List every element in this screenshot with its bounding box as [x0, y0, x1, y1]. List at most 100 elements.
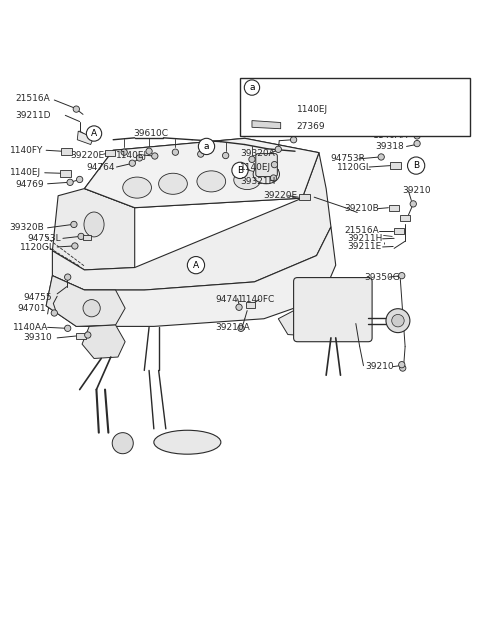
- Polygon shape: [46, 275, 125, 326]
- Circle shape: [121, 149, 127, 155]
- Bar: [394, 228, 404, 233]
- Text: 1140AA: 1140AA: [373, 131, 408, 140]
- Text: 1140EJ: 1140EJ: [240, 163, 271, 173]
- Text: 1140EJ: 1140EJ: [297, 105, 328, 113]
- Circle shape: [172, 149, 179, 155]
- Bar: [400, 215, 410, 222]
- Text: 39210B: 39210B: [344, 204, 379, 213]
- Text: 39310: 39310: [24, 334, 52, 342]
- Text: 1120GL: 1120GL: [336, 163, 372, 172]
- Circle shape: [399, 365, 406, 371]
- Text: 1140FC: 1140FC: [241, 295, 275, 304]
- Circle shape: [198, 138, 215, 155]
- Circle shape: [146, 148, 152, 155]
- Circle shape: [408, 157, 425, 174]
- Circle shape: [386, 309, 410, 332]
- Text: 39320B: 39320B: [9, 223, 44, 232]
- Polygon shape: [84, 138, 319, 208]
- Circle shape: [51, 310, 58, 316]
- Polygon shape: [278, 299, 340, 337]
- Bar: [61, 148, 72, 155]
- Text: 1140FY: 1140FY: [10, 146, 44, 155]
- Text: 39220E: 39220E: [70, 151, 104, 160]
- Text: 94755: 94755: [24, 293, 52, 302]
- Text: 27369: 27369: [297, 115, 325, 124]
- Text: 94701: 94701: [17, 304, 46, 313]
- Circle shape: [72, 243, 78, 249]
- Text: 1140EJ: 1140EJ: [116, 151, 147, 160]
- Text: 39350G: 39350G: [364, 272, 400, 282]
- Circle shape: [198, 151, 204, 157]
- Circle shape: [152, 153, 158, 159]
- Circle shape: [414, 133, 420, 139]
- Ellipse shape: [84, 212, 104, 237]
- Circle shape: [249, 156, 255, 163]
- Text: B: B: [413, 161, 419, 170]
- Circle shape: [252, 107, 258, 113]
- FancyBboxPatch shape: [294, 277, 372, 342]
- Circle shape: [84, 332, 91, 338]
- Polygon shape: [77, 131, 93, 145]
- Polygon shape: [52, 188, 135, 270]
- Bar: [76, 332, 86, 339]
- Text: 39211E: 39211E: [348, 242, 382, 252]
- Bar: [300, 194, 310, 200]
- Text: 1140EJ: 1140EJ: [298, 97, 328, 106]
- Bar: [105, 150, 115, 156]
- Circle shape: [398, 362, 405, 368]
- Text: A: A: [91, 129, 97, 138]
- Bar: [240, 78, 470, 136]
- Circle shape: [64, 325, 71, 332]
- Text: 94753R: 94753R: [330, 155, 365, 163]
- Ellipse shape: [158, 173, 187, 194]
- Ellipse shape: [234, 170, 261, 190]
- Ellipse shape: [123, 177, 152, 198]
- Text: 27369: 27369: [297, 122, 325, 131]
- Circle shape: [67, 179, 73, 185]
- Circle shape: [112, 433, 133, 454]
- Text: a: a: [204, 142, 209, 151]
- Polygon shape: [46, 227, 336, 326]
- Circle shape: [414, 140, 420, 146]
- Circle shape: [275, 146, 281, 153]
- Bar: [246, 302, 255, 308]
- Circle shape: [129, 160, 135, 167]
- Text: 39320A: 39320A: [240, 149, 275, 158]
- Text: 21516A: 21516A: [15, 94, 50, 103]
- Text: 94769: 94769: [15, 180, 44, 189]
- Text: 39321H: 39321H: [240, 177, 276, 186]
- Text: 1140EJ: 1140EJ: [10, 168, 41, 177]
- Polygon shape: [252, 121, 281, 129]
- Circle shape: [270, 175, 276, 181]
- Polygon shape: [82, 325, 125, 359]
- Text: 39211D: 39211D: [15, 111, 50, 120]
- Text: 1140AA: 1140AA: [12, 323, 48, 332]
- Text: 39610C: 39610C: [134, 129, 169, 138]
- Circle shape: [71, 222, 77, 228]
- Circle shape: [244, 80, 260, 95]
- Circle shape: [238, 325, 244, 332]
- Bar: [389, 205, 399, 211]
- Circle shape: [378, 154, 384, 160]
- Text: 94741: 94741: [215, 295, 244, 304]
- Text: 39210: 39210: [403, 187, 432, 195]
- Ellipse shape: [253, 165, 279, 184]
- Bar: [60, 170, 71, 177]
- Circle shape: [78, 233, 84, 240]
- Text: 94753L: 94753L: [27, 234, 60, 244]
- Text: 39210A: 39210A: [215, 323, 250, 332]
- Ellipse shape: [197, 171, 226, 192]
- Polygon shape: [84, 138, 319, 208]
- Circle shape: [410, 201, 417, 207]
- Polygon shape: [52, 153, 331, 290]
- Text: 39211H: 39211H: [348, 234, 383, 244]
- Ellipse shape: [154, 430, 221, 454]
- Circle shape: [290, 136, 297, 143]
- Bar: [83, 235, 91, 240]
- Text: 39210: 39210: [365, 362, 394, 371]
- Text: a: a: [249, 83, 255, 92]
- Circle shape: [223, 152, 229, 159]
- Circle shape: [398, 272, 405, 279]
- Circle shape: [232, 162, 248, 178]
- Circle shape: [187, 257, 204, 274]
